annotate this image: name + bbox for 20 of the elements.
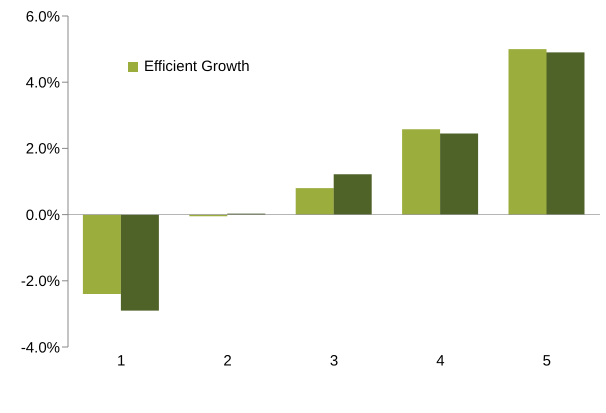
x-tick-label: 2 <box>223 352 232 370</box>
x-tick-label: 3 <box>330 352 338 370</box>
y-tick-label: 4.0% <box>26 74 60 92</box>
y-tick-label: 0.0% <box>26 206 60 224</box>
y-tick-label: 2.0% <box>26 140 60 158</box>
bar <box>296 188 334 215</box>
y-tick-label: -2.0% <box>20 273 60 290</box>
bar <box>508 49 546 215</box>
legend-label: Efficient Growth <box>144 58 250 75</box>
bar <box>334 174 372 215</box>
x-tick-label: 5 <box>542 352 551 370</box>
bar <box>120 214 159 311</box>
x-tick-label: 1 <box>117 352 126 370</box>
bar <box>546 52 584 215</box>
bar <box>440 134 478 215</box>
bar <box>82 214 121 294</box>
x-tick-label: 4 <box>436 352 445 370</box>
y-tick-label: -4.0% <box>20 339 60 356</box>
bar <box>402 129 440 215</box>
y-tick-label: 6.0% <box>26 8 60 26</box>
